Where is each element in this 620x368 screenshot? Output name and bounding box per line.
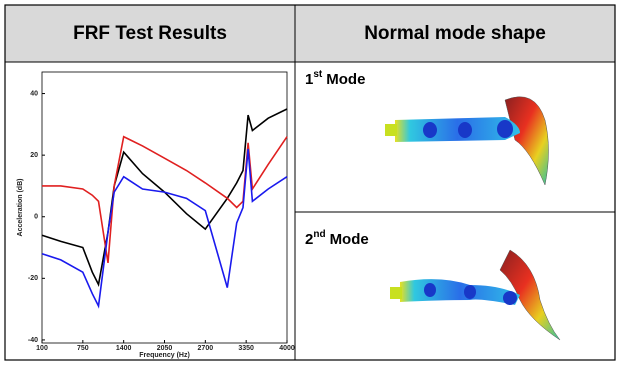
table-figure: FRF Test Results Normal mode shape 1stMo… <box>0 0 620 363</box>
mode-ordinal: st <box>313 69 323 80</box>
header-left: FRF Test Results <box>73 23 227 44</box>
mode-number: 1 <box>305 71 313 88</box>
mode-label: Mode <box>326 71 365 88</box>
mode-shape-image <box>390 250 560 340</box>
y-tick-label: 40 <box>30 90 38 97</box>
x-axis-label: Frequency (Hz) <box>139 352 190 359</box>
series-line <box>42 109 287 285</box>
page: FRF Test Results Normal mode shape 1stMo… <box>0 0 620 363</box>
x-tick-label: 3350 <box>238 345 254 352</box>
series-line <box>42 149 287 306</box>
x-tick-label: 750 <box>77 345 89 352</box>
series-line <box>42 137 287 263</box>
mode-label: Mode <box>330 231 369 248</box>
mode-shape-image <box>385 97 549 185</box>
mode-title: 2nd Mode <box>305 229 369 248</box>
y-tick-label: -40 <box>28 337 38 344</box>
header-right: Normal mode shape <box>364 23 546 44</box>
x-tick-label: 100 <box>36 345 48 352</box>
x-tick-label: 4000 <box>279 345 295 352</box>
x-tick-label: 2050 <box>157 345 173 352</box>
mode-number: 2 <box>305 231 313 248</box>
y-tick-label: 0 <box>34 214 38 221</box>
y-tick-label: -20 <box>28 275 38 282</box>
y-tick-label: 20 <box>30 152 38 159</box>
y-axis-label: Acceleration (dB) <box>17 179 24 237</box>
x-tick-label: 2700 <box>198 345 214 352</box>
plot-frame <box>42 72 287 343</box>
mode-ordinal: nd <box>313 229 325 240</box>
x-tick-label: 1400 <box>116 345 132 352</box>
